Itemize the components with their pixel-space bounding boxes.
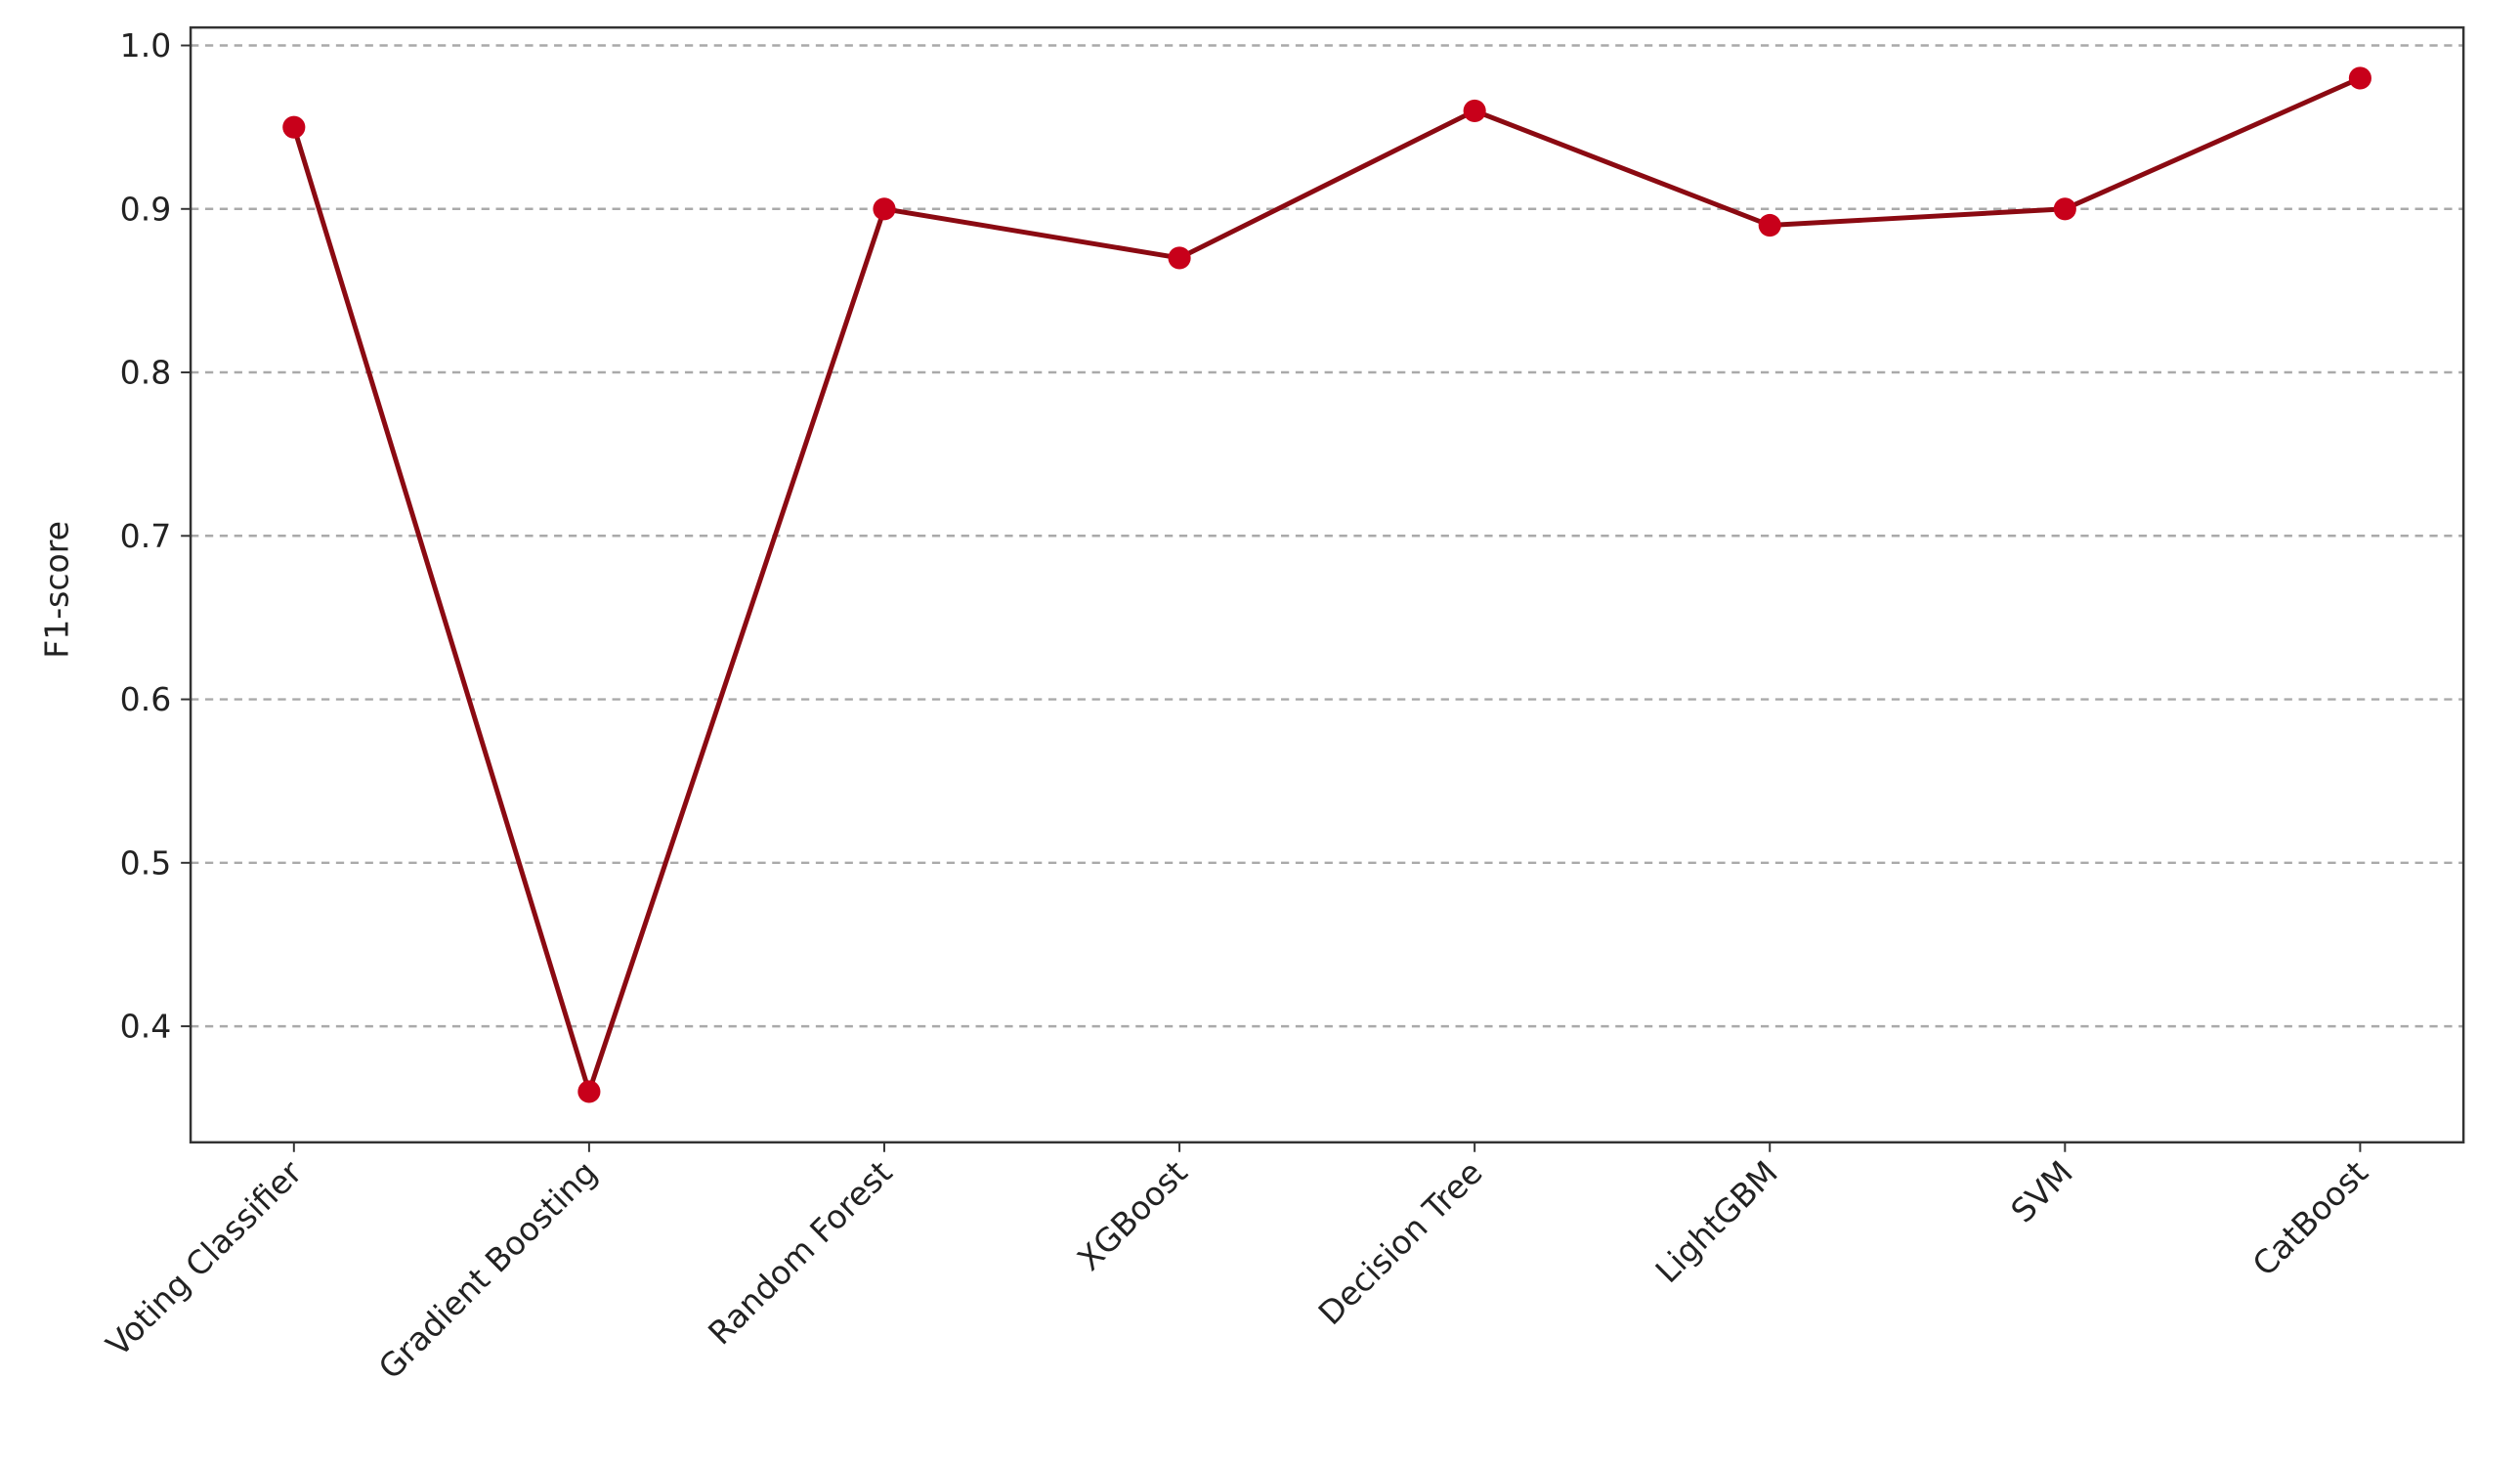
- y-tick-label: 0.9: [120, 190, 172, 228]
- x-tick-label: SVM: [2003, 1153, 2080, 1230]
- x-tick-label: XGBoost: [1070, 1153, 1195, 1278]
- point: [577, 1080, 601, 1103]
- x-tick-label: Random Forest: [701, 1153, 899, 1352]
- point: [282, 115, 306, 139]
- point: [2348, 66, 2371, 90]
- point: [1463, 99, 1486, 122]
- x-tick-label: Voting Classifier: [99, 1153, 310, 1364]
- y-tick-label: 0.8: [120, 354, 172, 392]
- point: [1168, 246, 1191, 270]
- series-line: [291, 75, 2362, 1100]
- y-tick-label: 1.0: [120, 26, 172, 65]
- y-tick-label: 0.7: [120, 517, 172, 555]
- x-tick-label: CatBoost: [2245, 1153, 2375, 1283]
- y-tick-label: 0.6: [120, 680, 172, 718]
- y-axis-label: F1-score: [37, 521, 75, 659]
- x-tick-label: LightGBM: [1648, 1153, 1785, 1290]
- point: [2053, 197, 2076, 221]
- x-tick-label: Decision Tree: [1311, 1153, 1490, 1332]
- point: [873, 197, 896, 221]
- point: [1758, 213, 1781, 237]
- y-tick-label: 0.5: [120, 843, 172, 882]
- y-tick-label: 0.4: [120, 1008, 172, 1046]
- plot-frame: [189, 25, 2465, 1144]
- x-tick-label: Gradient Boosting: [371, 1153, 605, 1387]
